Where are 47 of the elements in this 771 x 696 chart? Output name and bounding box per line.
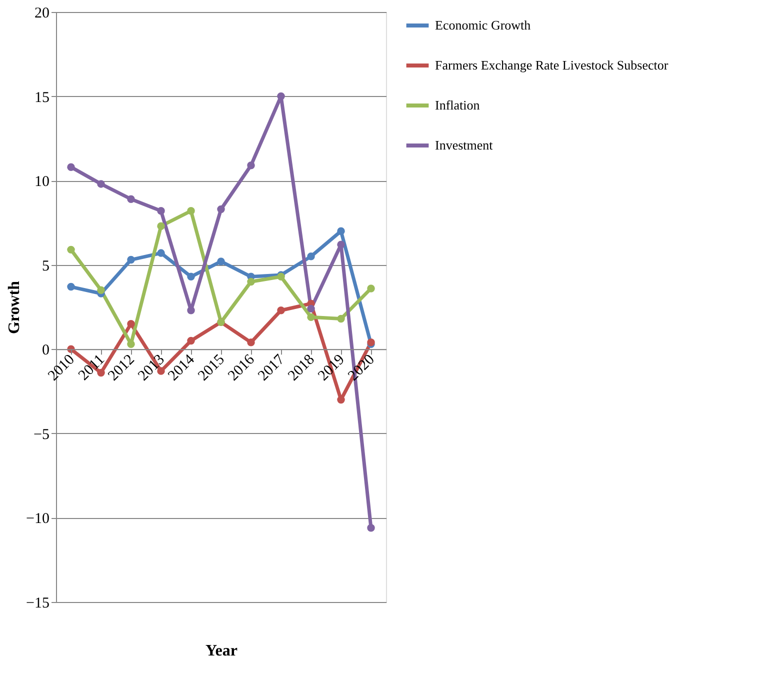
point bbox=[217, 258, 225, 266]
point bbox=[127, 256, 135, 264]
y-tick-label: −15 bbox=[26, 596, 50, 612]
point bbox=[277, 92, 285, 100]
point bbox=[277, 306, 285, 314]
point bbox=[187, 272, 195, 281]
point bbox=[187, 207, 195, 215]
y-tick-label: −5 bbox=[34, 426, 50, 443]
legend-label: Farmers Exchange Rate Livestock Subsector bbox=[435, 58, 669, 72]
point bbox=[337, 227, 345, 236]
y-tick-label: 0 bbox=[42, 342, 50, 359]
point bbox=[97, 286, 105, 294]
x-tick-label: 2011 bbox=[76, 352, 108, 384]
point bbox=[367, 284, 375, 292]
point bbox=[157, 207, 165, 215]
point bbox=[247, 162, 255, 170]
legend-label: Economic Growth bbox=[435, 18, 532, 32]
point bbox=[187, 306, 195, 314]
point bbox=[67, 282, 75, 291]
y-tick-label: 20 bbox=[34, 6, 50, 22]
point bbox=[337, 240, 345, 248]
point bbox=[127, 320, 135, 328]
point bbox=[337, 314, 345, 323]
x-axis-title: Year bbox=[206, 642, 238, 660]
point bbox=[307, 252, 315, 260]
point bbox=[307, 313, 315, 321]
point bbox=[187, 336, 195, 345]
y-tick-label: 15 bbox=[34, 90, 50, 106]
point bbox=[247, 338, 255, 346]
point bbox=[337, 396, 345, 404]
y-axis-title: Growth bbox=[6, 280, 24, 334]
y-tick-label: −10 bbox=[26, 511, 50, 528]
y-tick-label: 10 bbox=[34, 174, 50, 190]
legend-label: Inflation bbox=[435, 98, 480, 112]
point bbox=[157, 249, 165, 257]
point bbox=[157, 222, 165, 230]
point bbox=[127, 195, 135, 203]
point bbox=[67, 163, 75, 171]
point bbox=[67, 246, 75, 254]
point bbox=[307, 304, 315, 313]
point bbox=[217, 205, 225, 214]
point bbox=[247, 278, 255, 286]
point bbox=[127, 340, 135, 348]
y-tick-label: 5 bbox=[42, 258, 50, 274]
point bbox=[97, 180, 105, 188]
legend-label: Investment bbox=[435, 138, 494, 152]
point bbox=[367, 524, 375, 532]
